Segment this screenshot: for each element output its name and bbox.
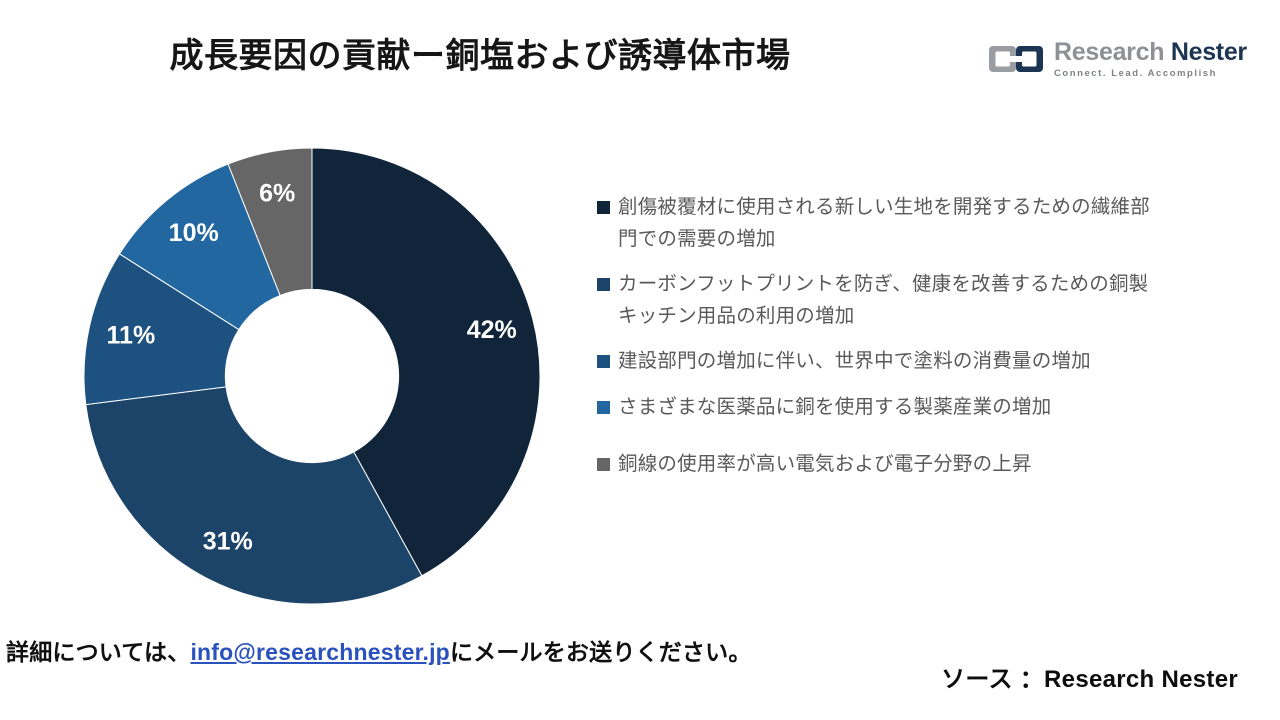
donut-slice-label: 31% xyxy=(203,527,253,555)
legend-item[interactable]: 創傷被覆材に使用される新しい生地を開発するための繊維部門での需要の増加 xyxy=(597,192,1197,255)
donut-slice[interactable] xyxy=(227,147,313,297)
legend-swatch-icon xyxy=(597,355,610,369)
research-nester-logo-icon xyxy=(988,42,1044,76)
legend-swatch-icon xyxy=(597,458,610,472)
legend-item-label: 創傷被覆材に使用される新しい生地を開発するための繊維部門での需要の増加 xyxy=(618,196,1150,250)
donut-slice[interactable] xyxy=(85,386,423,605)
logo-tagline: Connect. Lead. Accomplish xyxy=(1054,67,1217,79)
donut-slice[interactable] xyxy=(311,147,541,577)
footer-source: ソース ：Research Nester xyxy=(941,666,1238,693)
donut-slice-label: 11% xyxy=(107,322,156,350)
legend-item[interactable]: カーボンフットプリントを防ぎ、健康を改善するための銅製キッチン用品の利用の増加 xyxy=(597,269,1197,332)
page-title: 成長要因の貢献ー銅塩および誘導体市場 xyxy=(169,37,791,75)
legend-item-label: カーボンフットプリントを防ぎ、健康を改善するための銅製キッチン用品の利用の増加 xyxy=(618,273,1149,327)
logo-word-nester: Nester xyxy=(1170,37,1247,66)
legend-item-label: さまざまな医薬品に銅を使用する製薬産業の増加 xyxy=(618,395,1052,418)
donut-slice[interactable] xyxy=(83,253,240,406)
donut-chart: 42% 31% 11% 10% 6% xyxy=(72,136,552,616)
logo-word-research: Research xyxy=(1054,37,1165,66)
donut-slice-labels: 42% 31% 11% 10% 6% xyxy=(107,180,517,556)
donut-slices xyxy=(83,147,541,605)
contact-email-link[interactable]: info@researchnester.jp xyxy=(190,639,450,665)
legend-item-label: 建設部門の増加に伴い、世界中で塗料の消費量の増加 xyxy=(618,350,1091,373)
donut-slice-label: 6% xyxy=(259,180,295,208)
chart-legend: 創傷被覆材に使用される新しい生地を開発するための繊維部門での需要の増加 カーボン… xyxy=(597,192,1197,495)
legend-item[interactable]: さまざまな医薬品に銅を使用する製薬産業の増加 xyxy=(597,392,1197,424)
brand-logo-text: Research Nester Connect. Lead. Accomplis… xyxy=(1054,37,1247,79)
legend-item[interactable]: 銅線の使用率が高い電気および電子分野の上昇 xyxy=(597,449,1197,481)
brand-logo: Research Nester Connect. Lead. Accomplis… xyxy=(988,32,1247,86)
donut-slice-label: 10% xyxy=(169,219,219,247)
footer-contact-suffix: にメールをお送りください。 xyxy=(449,639,752,665)
legend-swatch-icon xyxy=(597,201,610,214)
legend-item-label: 銅線の使用率が高い電気および電子分野の上昇 xyxy=(618,453,1032,476)
donut-slice-label: 42% xyxy=(467,316,517,344)
footer-contact-line: 詳細については、info@researchnester.jpにメールをお送りくだ… xyxy=(6,633,752,667)
footer-contact-prefix: 詳細については、 xyxy=(6,639,191,665)
legend-swatch-icon xyxy=(597,400,610,414)
legend-item[interactable]: 建設部門の増加に伴い、世界中で塗料の消費量の増加 xyxy=(597,346,1197,378)
legend-swatch-icon xyxy=(597,278,610,292)
